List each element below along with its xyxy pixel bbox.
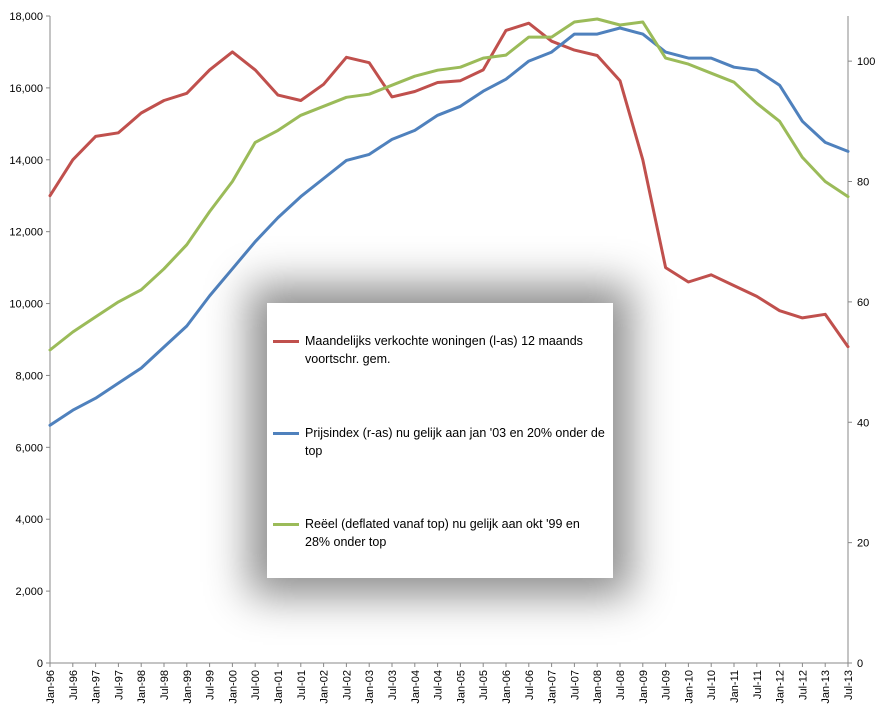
right-tick-label: 100	[857, 56, 875, 68]
x-tick-label: Jan-08	[592, 670, 604, 704]
series-layer	[48, 17, 850, 427]
series-line-1	[48, 26, 850, 427]
left-tick-label: 18,000	[9, 11, 43, 23]
x-tick-label: Jan-00	[227, 670, 239, 704]
x-tick-label: Jul-10	[706, 670, 718, 700]
right-tick-label: 80	[857, 177, 869, 189]
x-tick-label: Jan-97	[91, 670, 103, 704]
x-tick-label: Jan-10	[683, 670, 695, 704]
x-tick-label: Jan-11	[729, 670, 741, 703]
x-tick-label: Jul-13	[843, 670, 855, 700]
right-tick-label: 40	[857, 417, 869, 429]
left-tick-label: 16,000	[9, 83, 43, 95]
x-tick-label: Jul-99	[205, 670, 217, 700]
legend-item-reeel: Reëel (deflated vanaf top) nu gelijk aan…	[273, 515, 608, 551]
x-tick-label: Jul-02	[341, 670, 353, 700]
x-tick-label: Jan-04	[410, 670, 422, 704]
legend-swatch-red	[273, 340, 299, 343]
x-tick-label: Jul-03	[387, 670, 399, 700]
x-tick-label: Jul-00	[250, 670, 262, 700]
left-tick-label: 4,000	[15, 514, 43, 526]
x-tick-label: Jan-03	[364, 670, 376, 704]
x-tick-label: Jul-06	[524, 670, 536, 700]
legend: Maandelijks verkochte woningen (l-as) 12…	[267, 303, 613, 578]
x-tick-label: Jul-96	[68, 670, 80, 700]
left-tick-label: 2,000	[15, 586, 43, 598]
legend-label: Maandelijks verkochte woningen (l-as) 12…	[305, 334, 583, 366]
x-tick-label: Jul-05	[478, 670, 490, 700]
right-tick-label: 60	[857, 297, 869, 309]
x-tick-label: Jul-07	[569, 670, 581, 700]
x-tick-label: Jan-98	[136, 670, 148, 704]
left-tick-label: 8,000	[15, 370, 43, 382]
x-tick-label: Jan-05	[455, 670, 467, 704]
left-tick-label: 12,000	[9, 227, 43, 239]
legend-item-prijsindex: Prijsindex (r-as) nu gelijk aan jan '03 …	[273, 424, 608, 460]
x-tick-label: Jul-12	[797, 670, 809, 700]
legend-label: Reëel (deflated vanaf top) nu gelijk aan…	[305, 517, 580, 549]
legend-label: Prijsindex (r-as) nu gelijk aan jan '03 …	[305, 426, 605, 458]
series-line-2	[48, 17, 850, 352]
left-tick-label: 6,000	[15, 442, 43, 454]
left-tick-label: 14,000	[9, 155, 43, 167]
x-tick-label: Jan-07	[547, 670, 559, 704]
right-y-ticks: 0 20 40 60 80 100	[848, 56, 875, 670]
right-tick-label: 20	[857, 538, 869, 550]
left-tick-label: 10,000	[9, 299, 43, 311]
x-tick-label: Jul-98	[159, 670, 171, 700]
x-tick-label: Jan-12	[775, 670, 787, 704]
x-tick-label: Jan-01	[273, 670, 285, 704]
chart-axes	[49, 16, 849, 664]
x-tick-label: Jan-02	[319, 670, 331, 704]
x-tick-label: Jul-11	[752, 670, 764, 699]
x-tick-label: Jul-01	[296, 670, 308, 700]
x-tick-label: Jul-04	[433, 670, 445, 700]
left-tick-label: 0	[37, 658, 43, 670]
legend-swatch-green	[273, 523, 299, 526]
right-tick-label: 0	[857, 658, 863, 670]
legend-swatch-blue	[273, 432, 299, 435]
left-y-ticks: 0 2,000 4,000 6,000 8,000 10,000 12,000 14,000 1…	[9, 11, 50, 670]
x-tick-label: Jan-13	[820, 670, 832, 704]
x-tick-label: Jan-06	[501, 670, 513, 704]
x-tick-label: Jan-99	[182, 670, 194, 704]
x-tick-label: Jul-97	[113, 670, 125, 700]
x-tick-label: Jul-09	[661, 670, 673, 700]
x-tick-label: Jan-09	[638, 670, 650, 704]
x-tick-label: Jan-96	[45, 670, 57, 704]
series-line-0	[48, 21, 850, 349]
x-tick-label: Jul-08	[615, 670, 627, 700]
legend-item-verkochte-woningen: Maandelijks verkochte woningen (l-as) 12…	[273, 332, 608, 368]
x-ticks: Jan-96 Jul-96 Jan-97 Jul-97 Jan-98 Jul-98 Jan-…	[45, 663, 855, 704]
